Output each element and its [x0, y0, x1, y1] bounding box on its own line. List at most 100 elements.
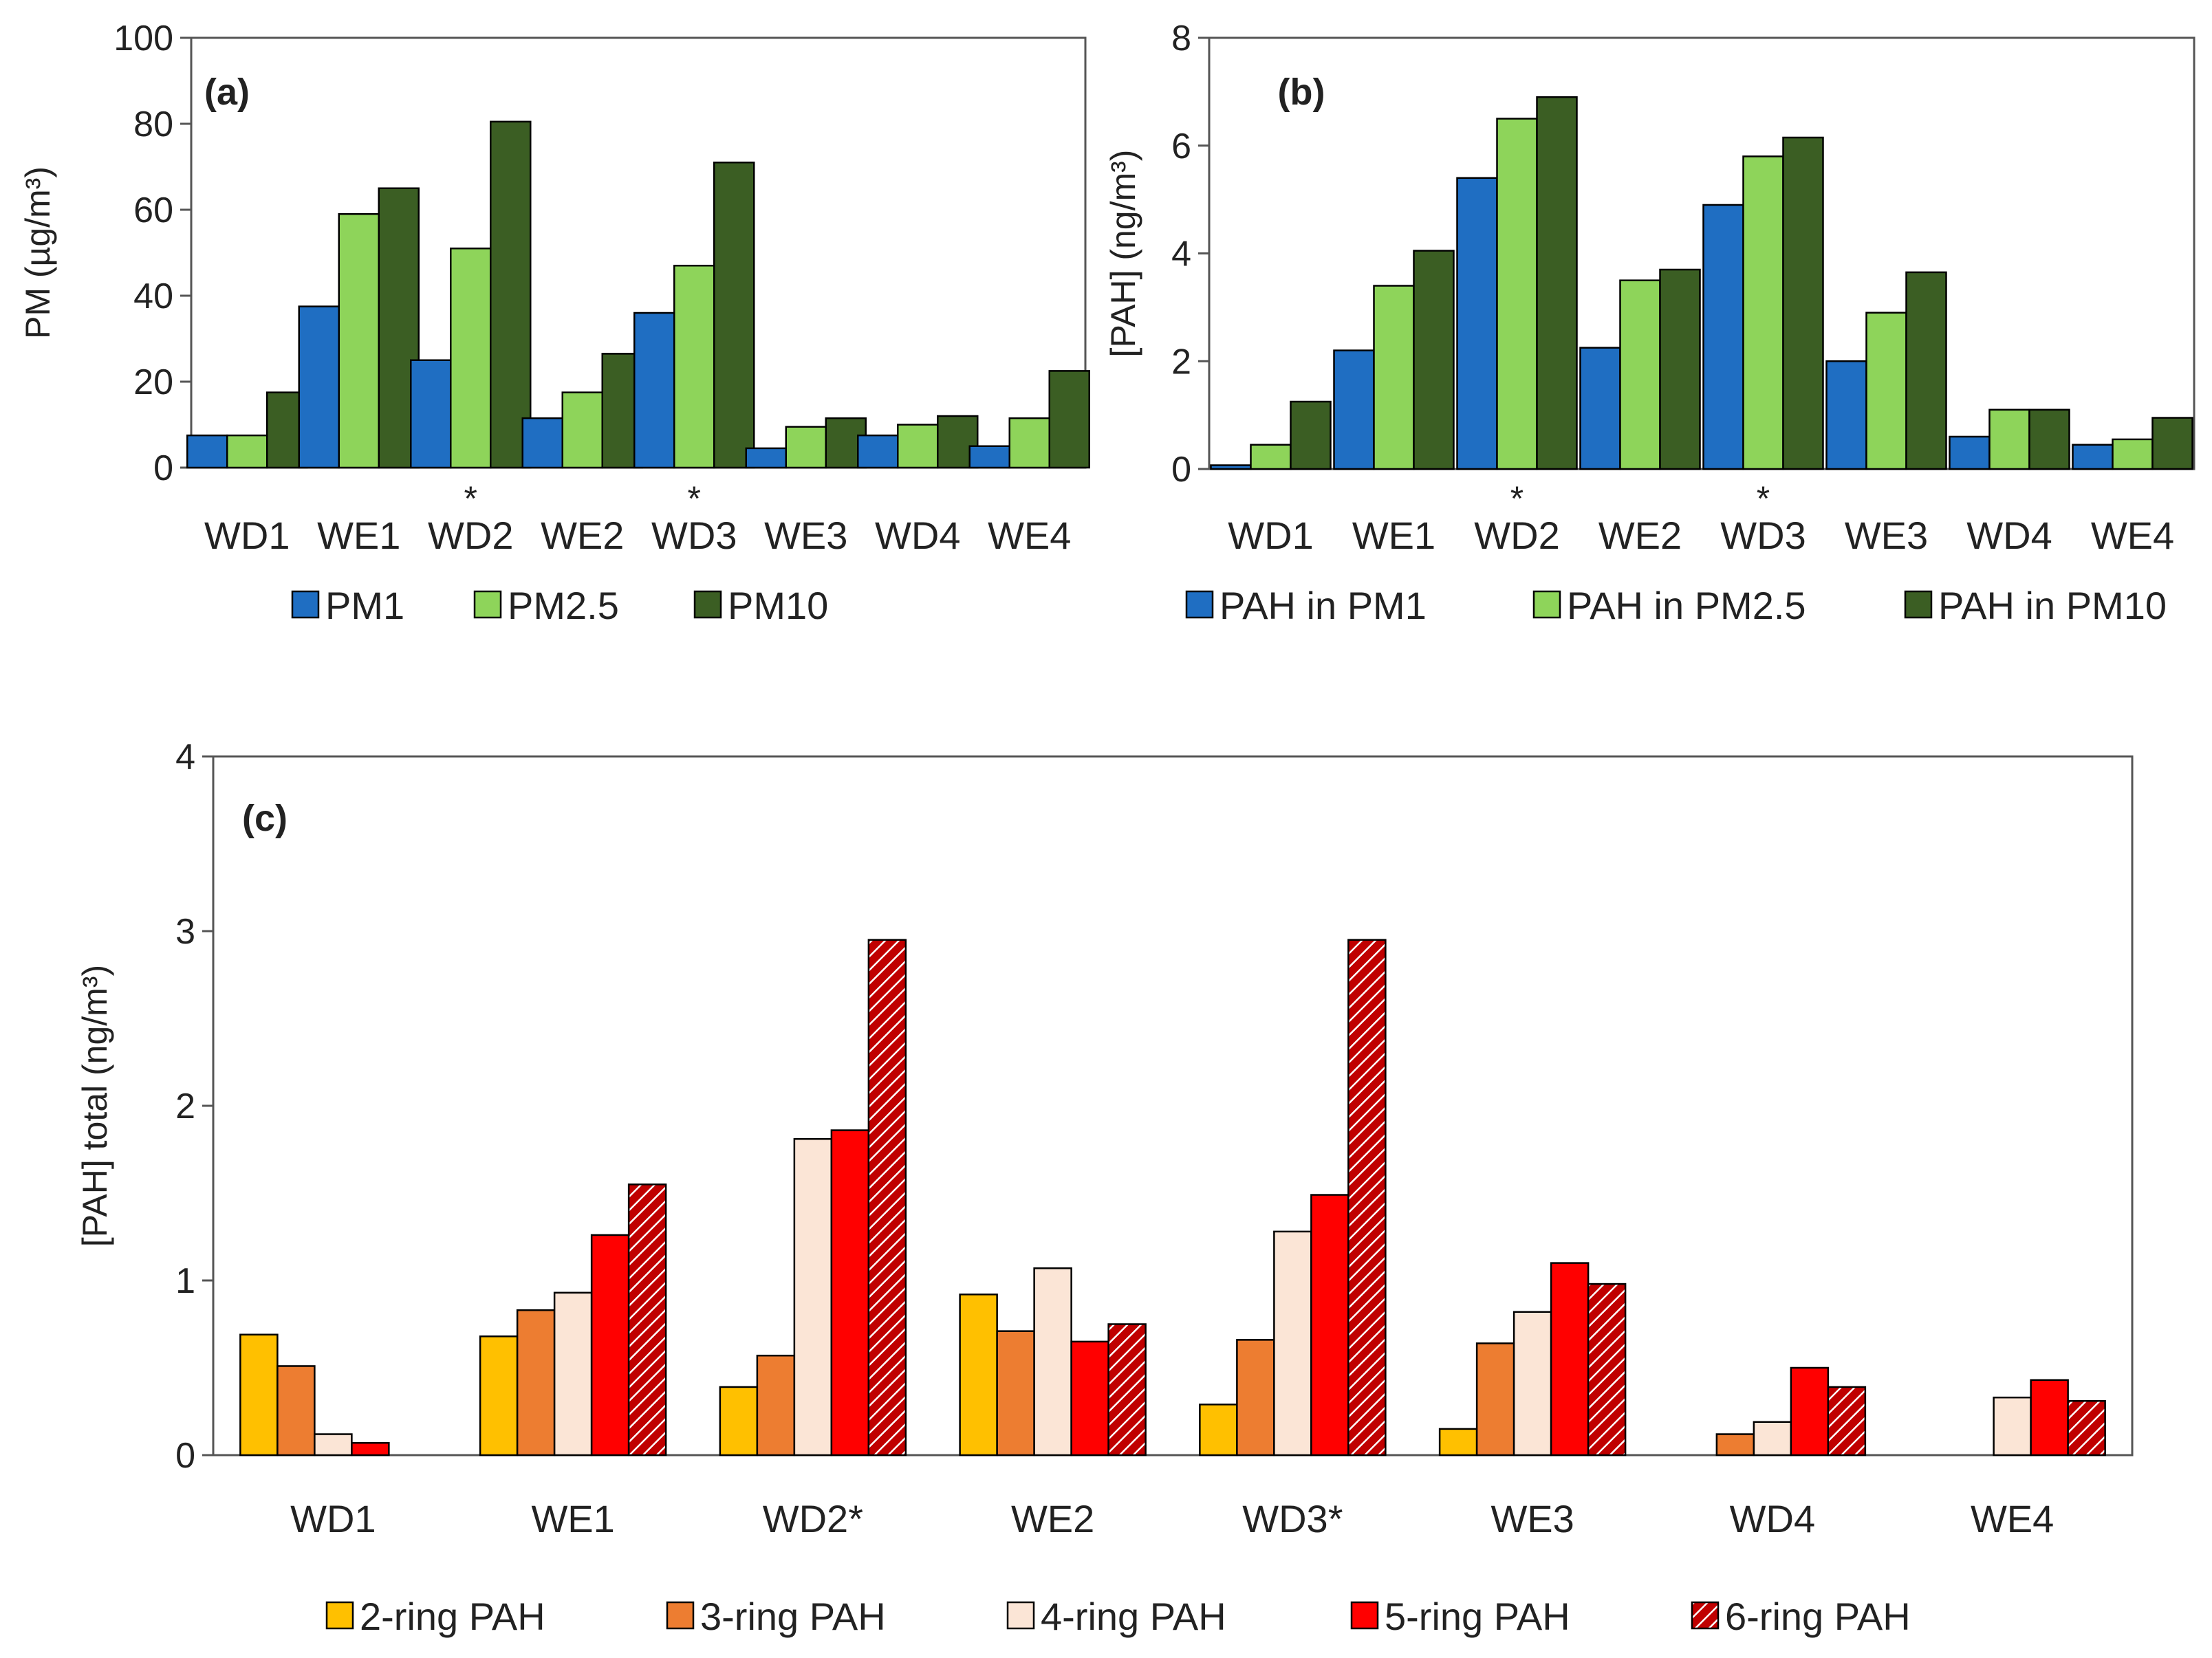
y-tick-label: 0 — [153, 448, 173, 488]
bar-c-5-ring-pah-wd2 — [830, 1129, 870, 1457]
bar-b-pah-in-pm2-5-wd2 — [1496, 118, 1538, 470]
bar-b-pah-in-pm10-wd1 — [1290, 400, 1332, 470]
legend-label: 6-ring PAH — [1725, 1595, 1911, 1638]
legend-swatch — [693, 590, 722, 619]
y-tick-label: 1 — [175, 1261, 195, 1301]
x-category-label: WD3* — [1242, 1497, 1343, 1540]
x-category-label: WE3 — [764, 514, 847, 557]
bar-a-pm10-we4 — [1048, 370, 1090, 469]
bar-c-4-ring-pah-we4 — [1993, 1396, 2032, 1457]
significance-star: * — [688, 479, 701, 518]
bar-c-6-ring-pah-wd2 — [867, 939, 907, 1457]
x-category-label: WE4 — [988, 514, 1071, 557]
y-axis-label: [PAH] total (ng/m³) — [76, 965, 114, 1247]
legend-swatch — [1904, 590, 1933, 619]
bar-c-6-ring-pah-we3 — [1587, 1283, 1627, 1457]
x-category-label: WE3 — [1845, 514, 1928, 557]
bar-c-4-ring-pah-wd1 — [314, 1433, 353, 1457]
y-tick-label: 0 — [1171, 450, 1191, 490]
bar-c-3-ring-pah-we3 — [1475, 1342, 1515, 1457]
y-tick-label: 2 — [1171, 342, 1191, 382]
x-category-label: WE4 — [2091, 514, 2174, 557]
bar-c-6-ring-pah-wd4 — [1827, 1386, 1867, 1457]
bar-a-pm2-5-wd3 — [673, 265, 715, 469]
legend-label: PAH in PM2.5 — [1567, 584, 1806, 627]
bar-b-pah-in-pm2-5-wd1 — [1250, 444, 1292, 470]
bar-c-6-ring-pah-we4 — [2067, 1400, 2106, 1457]
legend-swatch — [1532, 590, 1561, 619]
legend-label: 4-ring PAH — [1041, 1595, 1226, 1638]
y-tick-label: 2 — [175, 1087, 195, 1126]
bar-b-pah-in-pm2-5-wd3 — [1742, 155, 1784, 470]
bar-c-6-ring-pah-we1 — [627, 1183, 667, 1457]
bar-c-3-ring-pah-wd2 — [756, 1354, 796, 1457]
bar-c-3-ring-pah-we2 — [996, 1330, 1035, 1457]
legend-swatch — [325, 1601, 354, 1630]
y-tick-label: 100 — [113, 19, 173, 58]
x-category-label: WD3 — [651, 514, 737, 557]
bar-c-4-ring-pah-we1 — [553, 1291, 593, 1457]
x-category-label: WD2 — [428, 514, 513, 557]
bar-a-pm2-5-we4 — [1008, 417, 1050, 469]
legend-swatch — [473, 590, 502, 619]
bar-c-3-ring-pah-wd4 — [1715, 1433, 1755, 1457]
bar-c-2-ring-pah-wd2 — [719, 1386, 759, 1457]
significance-star: * — [1510, 479, 1524, 518]
bar-c-3-ring-pah-wd1 — [276, 1365, 316, 1457]
x-category-label: WD2* — [763, 1497, 863, 1540]
bar-c-4-ring-pah-wd3 — [1273, 1230, 1312, 1457]
bar-b-pah-in-pm1-we2 — [1579, 347, 1621, 470]
y-tick-label: 3 — [175, 912, 195, 952]
bar-b-pah-in-pm2-5-wd4 — [1988, 408, 2030, 470]
bar-a-pm10-wd2 — [490, 120, 532, 469]
bar-b-pah-in-pm2-5-we2 — [1619, 279, 1661, 470]
x-category-label: WD4 — [1730, 1497, 1815, 1540]
y-tick-label: 4 — [175, 737, 195, 777]
x-category-label: WD4 — [875, 514, 960, 557]
bar-b-pah-in-pm10-we3 — [1905, 271, 1947, 470]
bar-c-4-ring-pah-wd4 — [1753, 1421, 1792, 1457]
bar-b-pah-in-pm2-5-we4 — [2112, 438, 2154, 470]
x-category-label: WE4 — [1971, 1497, 2054, 1540]
bar-a-pm1-wd2 — [410, 359, 452, 469]
x-category-label: WD2 — [1474, 514, 1559, 557]
chart-c: 0 1 2 3 4 [PAH] total (ng/m³) (c) WD1 WE1 WD2* WE2… — [76, 737, 2134, 1638]
y-tick-label: 60 — [133, 190, 173, 230]
bar-a-pm2-5-we1 — [338, 213, 380, 469]
x-category-label: WE3 — [1490, 1497, 1574, 1540]
bar-a-pm1-wd3 — [633, 312, 675, 469]
bar-b-pah-in-pm1-we1 — [1333, 349, 1375, 470]
x-category-label: WE1 — [531, 1497, 614, 1540]
legend-label: 5-ring PAH — [1385, 1595, 1570, 1638]
legend-swatch — [291, 590, 320, 619]
bar-b-pah-in-pm10-wd4 — [2028, 408, 2070, 470]
bar-c-5-ring-pah-we2 — [1070, 1340, 1109, 1457]
significance-star: * — [464, 479, 477, 518]
legend-swatch — [1691, 1601, 1720, 1630]
bar-c-2-ring-pah-we3 — [1438, 1428, 1478, 1457]
bar-b-pah-in-pm1-wd1 — [1210, 464, 1252, 470]
bar-b-pah-in-pm1-wd2 — [1456, 177, 1498, 470]
legend-swatch — [1350, 1601, 1379, 1630]
y-tick-label: 6 — [1171, 127, 1191, 166]
bar-a-pm10-wd3 — [713, 162, 755, 469]
x-category-label: WD4 — [1966, 514, 2052, 557]
bar-a-pm2-5-wd4 — [897, 424, 939, 469]
legend-label: 3-ring PAH — [700, 1595, 886, 1638]
panel-label: (c) — [242, 798, 288, 839]
bar-c-4-ring-pah-we3 — [1512, 1311, 1552, 1457]
bar-c-2-ring-pah-we1 — [479, 1335, 519, 1457]
x-category-label: WE2 — [541, 514, 624, 557]
bar-b-pah-in-pm1-wd4 — [1949, 435, 1991, 470]
bar-a-pm2-5-wd1 — [226, 434, 268, 469]
bar-b-pah-in-pm10-wd2 — [1536, 96, 1578, 470]
bar-a-pm2-5-wd2 — [450, 248, 492, 469]
x-category-label: WE1 — [1352, 514, 1435, 557]
bar-b-pah-in-pm2-5-we3 — [1865, 312, 1907, 470]
legend-label: PAH in PM1 — [1219, 584, 1427, 627]
bar-c-5-ring-pah-wd4 — [1790, 1366, 1830, 1457]
y-tick-label: 0 — [175, 1436, 195, 1476]
bar-a-pm1-wd4 — [857, 434, 899, 469]
